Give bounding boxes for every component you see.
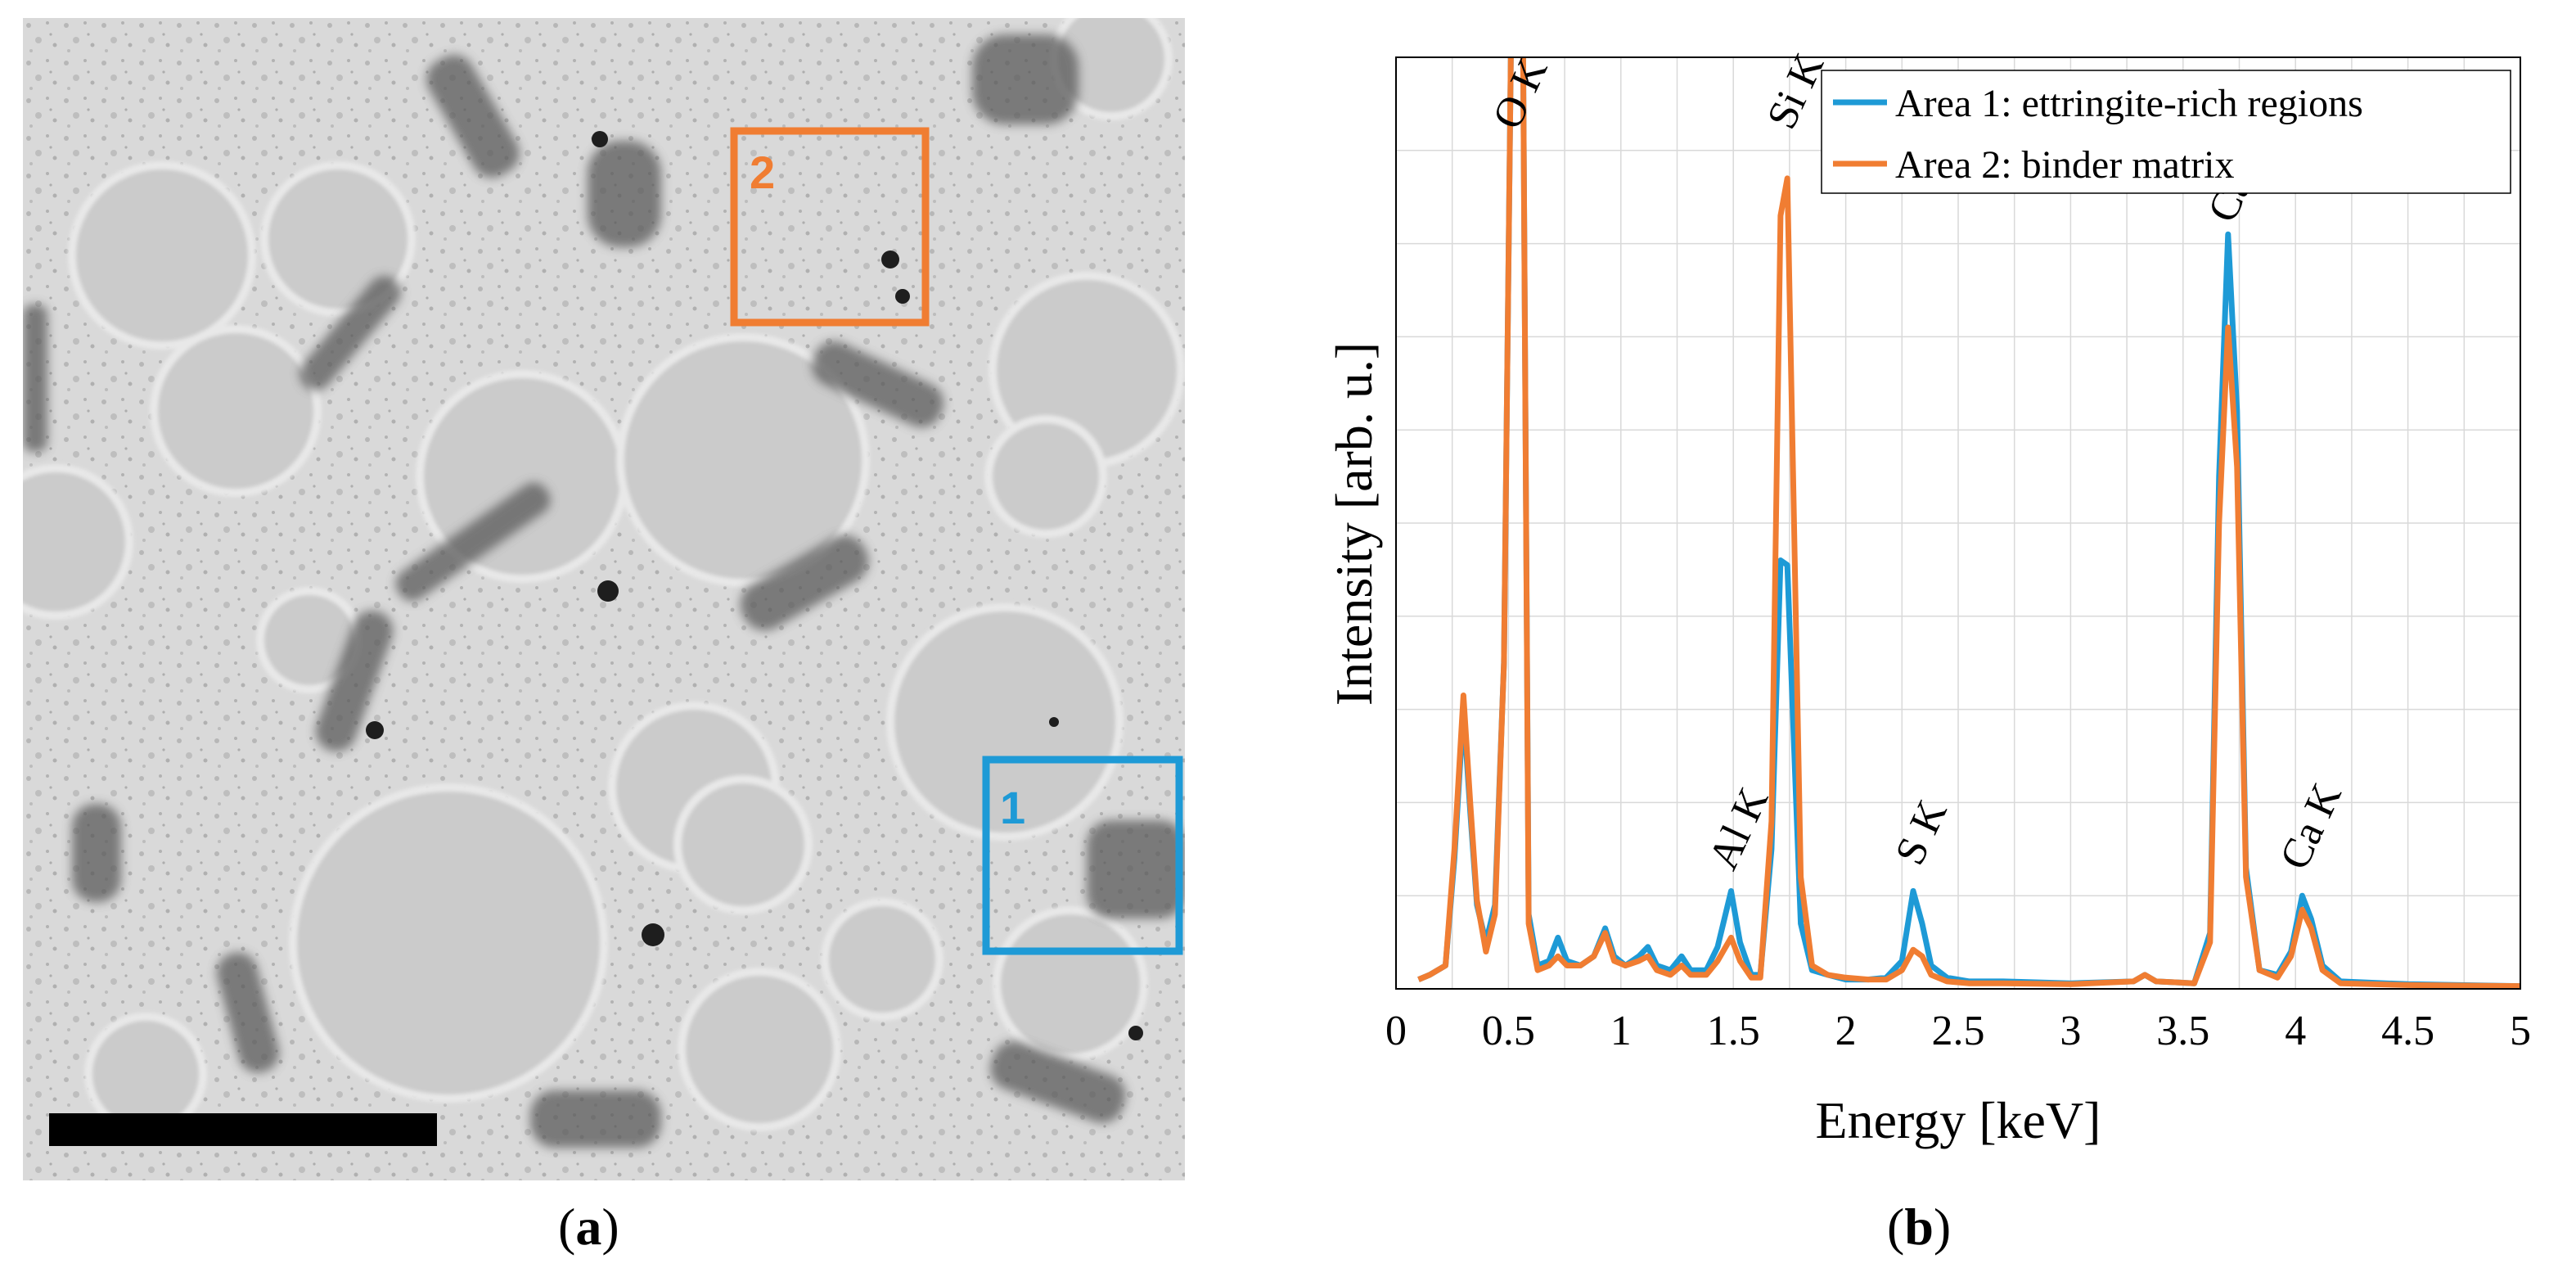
plot-frame bbox=[1395, 56, 2521, 990]
region-2-box bbox=[730, 127, 930, 327]
x-tick-label: 2 bbox=[1835, 1008, 1857, 1054]
legend-box bbox=[1821, 70, 2511, 194]
x-tick-labels: 0 0.5 1 1.5 2 2.5 3 3.5 4 4.5 5 bbox=[1385, 1008, 2531, 1054]
x-tick-label: 4.5 bbox=[2381, 1008, 2434, 1054]
legend-label-area-1: Area 1: ettringite-rich regions bbox=[1895, 82, 2363, 125]
region-2-label: 2 bbox=[750, 147, 775, 198]
micrograph: 2 1 bbox=[23, 18, 1185, 1180]
caption-a: (a) bbox=[558, 1198, 619, 1256]
caption-b: (b) bbox=[1887, 1198, 1952, 1256]
series-layer bbox=[1417, 57, 2520, 989]
micrograph-spheres bbox=[23, 18, 1185, 1135]
scale-bar bbox=[49, 1113, 437, 1146]
x-axis-label: Energy [keV] bbox=[1816, 1091, 2101, 1149]
region-1-label: 1 bbox=[1000, 782, 1025, 833]
region-1-box bbox=[982, 756, 1183, 955]
x-tick-label: 1.5 bbox=[1707, 1008, 1760, 1054]
legend-label-area-2: Area 2: binder matrix bbox=[1895, 143, 2235, 187]
peak-label: O K bbox=[1484, 51, 1557, 136]
x-tick-label: 1 bbox=[1610, 1008, 1632, 1054]
peak-label: Ca K bbox=[2271, 776, 2351, 877]
x-tick-label: 5 bbox=[2510, 1008, 2531, 1054]
micrograph-dark-spots bbox=[366, 131, 1143, 1040]
peak-label: S K bbox=[1887, 793, 1957, 873]
x-tick-label: 4 bbox=[2285, 1008, 2306, 1054]
x-tick-label: 2.5 bbox=[1932, 1008, 1985, 1054]
x-tick-label: 0.5 bbox=[1482, 1008, 1535, 1054]
series-line-area-2 bbox=[1417, 57, 2520, 989]
micrograph-inclusions bbox=[23, 34, 1185, 1148]
x-tick-label: 3.5 bbox=[2156, 1008, 2209, 1054]
x-tick-label: 3 bbox=[2060, 1008, 2081, 1054]
spectrum-chart: 00.511.522.533.544.55 O KSi KCa KAl KS K… bbox=[1325, 46, 2531, 1149]
legend: Area 1: ettringite-rich regions Area 2: … bbox=[1821, 70, 2511, 194]
x-tick-label: 0 bbox=[1385, 1008, 1407, 1054]
y-axis-label: Intensity [arb. u.] bbox=[1325, 342, 1383, 706]
grid bbox=[1396, 57, 2520, 989]
